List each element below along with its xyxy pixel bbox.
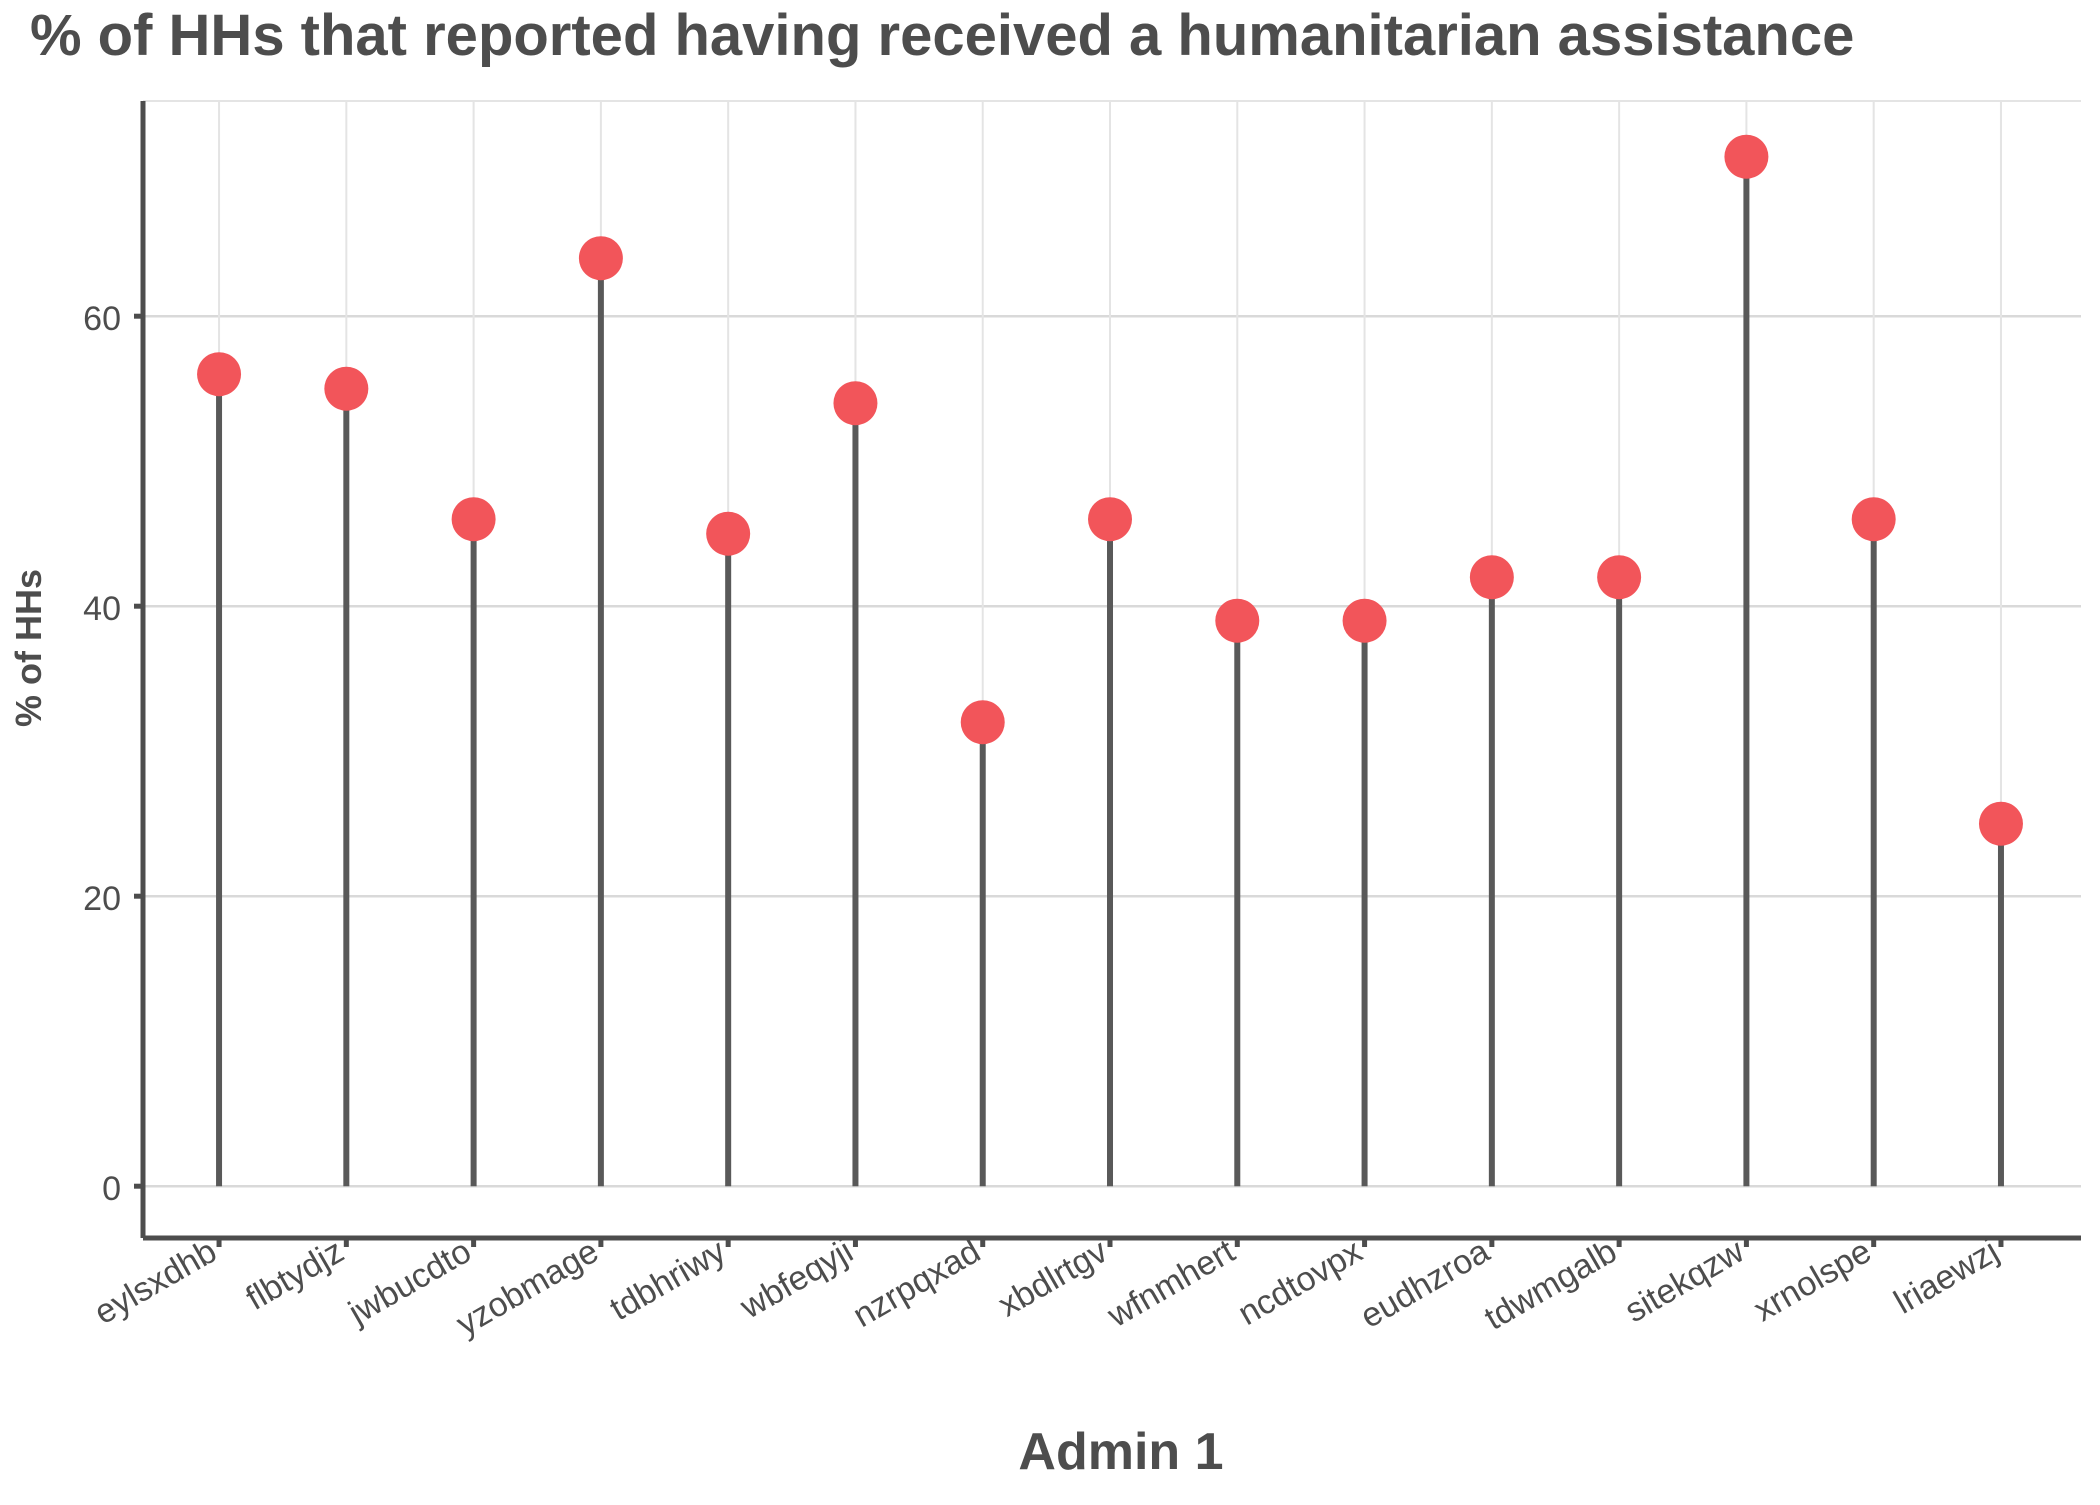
svg-text:eylsxdhb: eylsxdhb bbox=[88, 1232, 223, 1332]
svg-text:0: 0 bbox=[102, 1170, 121, 1208]
svg-text:wfnmhert: wfnmhert bbox=[1100, 1232, 1241, 1336]
svg-text:60: 60 bbox=[83, 300, 121, 338]
svg-text:sitekqzw: sitekqzw bbox=[1619, 1232, 1751, 1330]
svg-text:xbdlrtgv: xbdlrtgv bbox=[992, 1232, 1114, 1324]
svg-text:eudhzroa: eudhzroa bbox=[1354, 1232, 1496, 1336]
svg-text:xrnolspe: xrnolspe bbox=[1747, 1232, 1877, 1329]
svg-text:ncdtovpx: ncdtovpx bbox=[1232, 1232, 1369, 1333]
svg-text:flbtydjz: flbtydjz bbox=[240, 1232, 351, 1318]
svg-text:tdwmgalb: tdwmgalb bbox=[1478, 1232, 1623, 1338]
svg-text:20: 20 bbox=[83, 880, 121, 918]
svg-text:yzobmage: yzobmage bbox=[450, 1232, 605, 1343]
svg-text:nzrpqxad: nzrpqxad bbox=[847, 1232, 987, 1335]
svg-text:40: 40 bbox=[83, 590, 121, 628]
svg-text:tdbhriwy: tdbhriwy bbox=[604, 1232, 733, 1328]
svg-text:wbfeqyji: wbfeqyji bbox=[733, 1232, 859, 1327]
svg-text:lriaewzj: lriaewzj bbox=[1888, 1232, 2005, 1322]
